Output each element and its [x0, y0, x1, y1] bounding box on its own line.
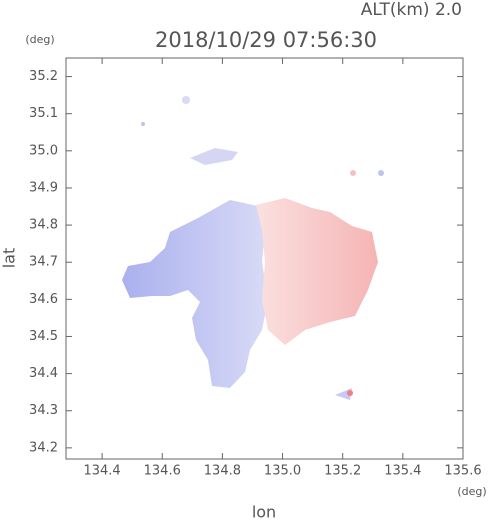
y-tick-label: 34.2 — [29, 440, 58, 455]
y-tick-label: 34.8 — [29, 218, 58, 233]
altitude: ALT(km) 2.0 — [361, 0, 462, 20]
y-tick-label: 34.7 — [29, 255, 58, 270]
x-tick-label: 134.8 — [204, 464, 241, 479]
radar-echo — [122, 96, 384, 400]
plot-frame — [65, 57, 464, 460]
x-tick-label: 135.0 — [264, 464, 301, 479]
x-tick-label: 135.2 — [324, 464, 361, 479]
y-tick-label: 35.0 — [29, 143, 58, 158]
y-tick-label: 35.2 — [29, 69, 58, 84]
y-tick-label: 34.3 — [29, 403, 58, 418]
x-tick-label: 135.6 — [444, 464, 481, 479]
y-tick-label: 34.4 — [29, 366, 58, 381]
chart-title: 2018/10/29 07:56:30 — [155, 28, 377, 52]
y-unit: (deg) — [25, 33, 54, 46]
y-tick-label: 34.9 — [29, 180, 58, 195]
y-axis-label: lat — [0, 248, 19, 269]
x-tick-label: 134.6 — [144, 464, 181, 479]
x-tick-label: 134.4 — [83, 464, 120, 479]
x-tick-label: 135.4 — [384, 464, 421, 479]
y-tick-label: 35.1 — [29, 106, 58, 121]
y-tick-label: 34.6 — [29, 292, 58, 307]
x-unit: (deg) — [457, 485, 486, 498]
x-axis-label: lon — [252, 503, 276, 521]
y-tick-label: 34.5 — [29, 329, 58, 344]
